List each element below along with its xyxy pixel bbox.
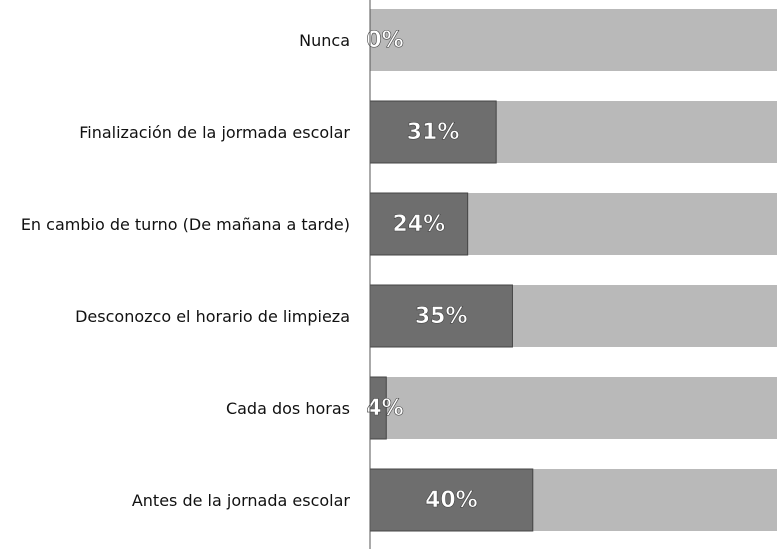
category-label-wrap: Cada dos horas [0,367,350,449]
category-label-box: Desconozco el horario de limpieza [0,275,350,357]
data-label: 35% [415,304,468,329]
data-label: 4% [366,396,403,421]
category-label-box: Finalización de la jormada escolar [0,91,350,173]
category-label-box: En cambio de turno (De mañana a tarde) [0,183,350,265]
data-label: 0% [366,28,403,53]
bar [369,468,534,532]
category-label-wrap: En cambio de turno (De mañana a tarde) [0,183,350,265]
bar [369,284,513,348]
category-label: Nunca [299,30,350,50]
category-label: Cada dos horas [225,398,350,418]
category-label: Finalización de la jormada escolar [79,122,350,142]
bar [369,100,497,164]
bar-track [370,377,777,439]
category-label: En cambio de turno (De mañana a tarde) [20,214,350,234]
category-label-wrap: Antes de la jornada escolar [0,459,350,541]
category-label-box: Antes de la jornada escolar [0,459,350,541]
data-label: 40% [425,488,478,513]
data-label: 24% [393,212,446,237]
category-label-wrap: Finalización de la jormada escolar [0,91,350,173]
category-label-wrap: Desconozco el horario de limpieza [0,275,350,357]
category-label-wrap: Nunca [0,0,350,81]
category-label: Desconozco el horario de limpieza [75,306,350,326]
category-label: Antes de la jornada escolar [131,490,350,510]
bar-track [370,9,777,71]
category-label-box: Cada dos horas [0,367,350,449]
data-label: 31% [407,120,460,145]
category-label-box: Nunca [0,0,350,81]
